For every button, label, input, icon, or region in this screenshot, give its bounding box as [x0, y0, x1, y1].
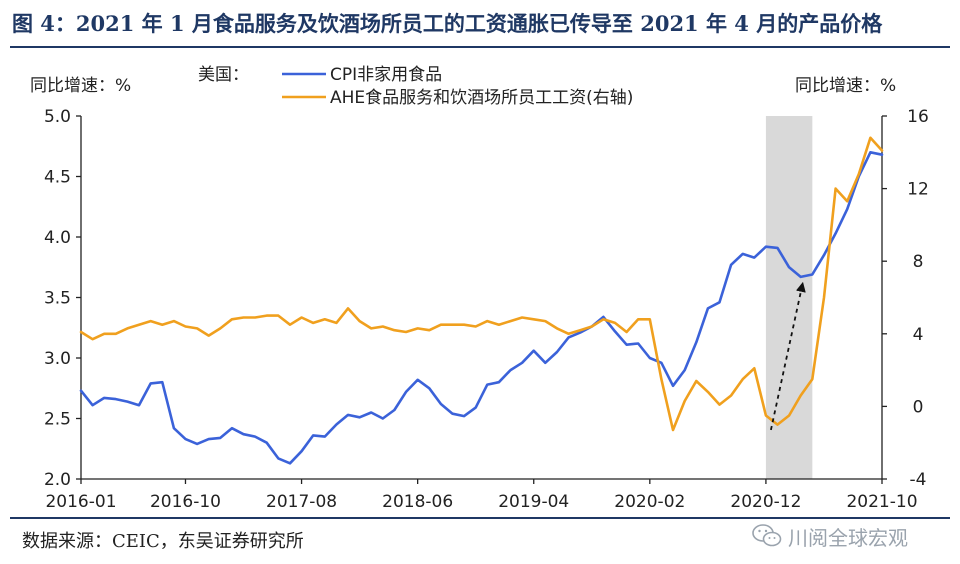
- chart-title: 图 4：2021 年 1 月食品服务及饮酒场所员工的工资通胀已传导至 2021 …: [12, 11, 883, 36]
- y-left-tick-label: 5.0: [44, 107, 71, 127]
- x-tick-label: 2016-10: [150, 492, 221, 512]
- x-tick-label: 2017-08: [266, 492, 337, 512]
- right-axis-unit: 同比增速：%: [795, 76, 896, 96]
- legend-title: 美国：: [198, 65, 249, 85]
- x-tick-label: 2019-04: [498, 492, 569, 512]
- legend: 美国： CPI非家用食品 AHE食品服务和饮酒场所员工工资(右轴): [198, 65, 633, 108]
- x-tick-label: 2021-10: [846, 492, 917, 512]
- y-left-tick-label: 3.0: [44, 349, 71, 369]
- y-left-tick-label: 2.5: [44, 410, 71, 430]
- series-line-cpi: [79, 151, 884, 465]
- y-right-tick-label: -4: [910, 470, 927, 490]
- legend-label-cpi: CPI非家用食品: [330, 65, 442, 85]
- left-axis-unit: 同比增速：%: [30, 76, 131, 96]
- wechat-icon: [752, 524, 782, 547]
- footer-divider: [10, 517, 950, 519]
- x-tick-label: 2016-01: [45, 492, 116, 512]
- y-right-tick-label: 12: [907, 180, 929, 200]
- y-right-tick-label: 8: [913, 252, 924, 272]
- legend-label-ahe: AHE食品服务和饮酒场所员工工资(右轴): [330, 88, 633, 108]
- source-note: 数据来源：CEIC，东吴证券研究所: [22, 531, 304, 552]
- y-left-tick-label: 4.5: [44, 168, 71, 188]
- watermark-text: 川阅全球宏观: [788, 525, 908, 550]
- x-tick-label: 2020-02: [614, 492, 685, 512]
- trend-arrow: [770, 281, 806, 431]
- y-left-tick-label: 2.0: [44, 470, 71, 490]
- x-tick-label: 2018-06: [382, 492, 453, 512]
- y-left-tick-label: 4.0: [44, 228, 71, 248]
- highlight-band: [765, 116, 813, 479]
- y-right-tick-label: 0: [913, 397, 924, 417]
- y-right-tick-label: 4: [913, 325, 924, 345]
- series-line-ahe: [79, 136, 884, 432]
- line-chart: 2.0 2.5 3.0 3.5 4.0 4.5 5.0 -4 0 4 8 12 16 2016-01 201…: [30, 65, 929, 512]
- x-tick-label: 2020-12: [730, 492, 801, 512]
- title-divider: [10, 46, 950, 48]
- y-left-tick-label: 3.5: [44, 289, 71, 309]
- watermark: 川阅全球宏观: [752, 519, 908, 553]
- y-right-tick-label: 16: [907, 107, 929, 127]
